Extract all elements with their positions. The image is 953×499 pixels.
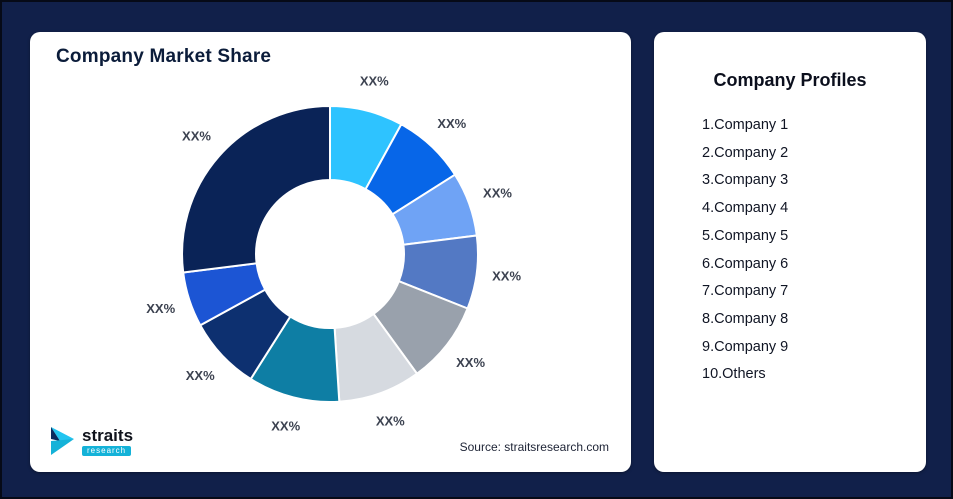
source-note: Source: straitsresearch.com (459, 440, 609, 454)
company-profile-item: 10.Others (702, 366, 766, 383)
chart-title: Company Market Share (56, 46, 272, 67)
company-profiles-card: Company Profiles 1.Company 1 2.Company 2 3… (654, 32, 926, 472)
donut-segment-label: XX% (146, 301, 175, 316)
company-profile-item: 4.Company 4 (702, 200, 789, 217)
company-profile-item: 9.Company 9 (702, 338, 789, 355)
company-profile-item: 7.Company 7 (702, 283, 789, 300)
company-profile-item: 3.Company 3 (702, 172, 789, 189)
donut-segment-label: XX% (271, 418, 300, 433)
donut-segment (181, 104, 331, 274)
donut-segment-label: XX% (182, 128, 211, 143)
donut-segment-label: XX% (186, 368, 215, 383)
company-profiles-list: 1.Company 1 2.Company 2 3.Company 3 4.Compa… (702, 112, 916, 389)
company-profile-item: 6.Company 6 (702, 255, 789, 272)
company-profile-item: 1.Company 1 (702, 117, 789, 133)
market-share-card: Company Market Share XX% XX% XX% XX% XX% XX% X… (30, 32, 631, 472)
donut-segment-label: XX% (376, 414, 405, 429)
logo-sub: research (82, 445, 132, 456)
company-profile-item: 8.Company 8 (702, 310, 789, 327)
straits-logo-icon (51, 427, 74, 455)
profiles-title: Company Profiles (713, 70, 867, 90)
donut-chart: XX% XX% XX% XX% XX% XX% XX% XX% XX% XX% (146, 74, 521, 434)
straits-logo: straits research (50, 426, 133, 456)
company-profile-item: 5.Company 5 (702, 227, 789, 244)
donut-segment-label: XX% (456, 355, 485, 370)
straits-logo-text: straits research (82, 427, 133, 456)
logo-brand: straits (82, 425, 134, 445)
donut-segment-label: XX% (492, 268, 521, 283)
company-profile-item: 2.Company 2 (702, 144, 789, 161)
donut-segment-label: XX% (483, 186, 512, 201)
donut-segment-label: XX% (437, 116, 466, 131)
donut-segment-label: XX% (360, 74, 389, 89)
